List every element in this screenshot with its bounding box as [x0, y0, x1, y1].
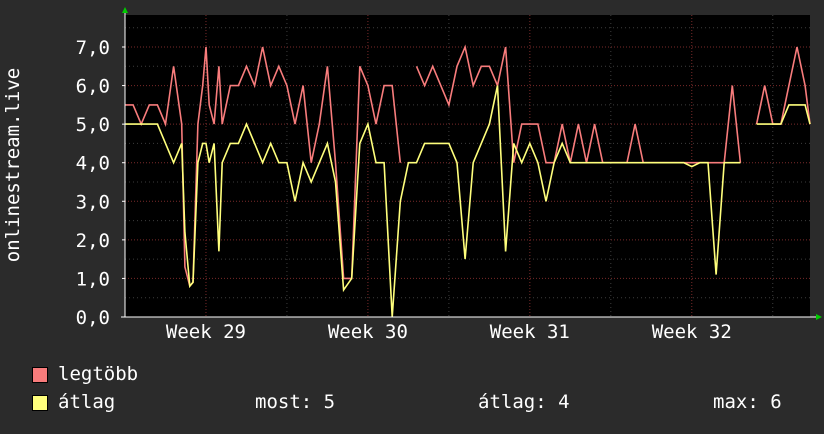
axes: 0,0 1,0 2,0 3,0 4,0 5,0 6,0 7,0 Week 29 Week 30 We… [76, 7, 822, 343]
y-tick-label: 1,0 [76, 268, 110, 290]
series-layer [125, 44, 811, 318]
y-tick-label: 4,0 [76, 153, 110, 175]
stat-average: átlag: 4 [478, 391, 570, 413]
y-tick-label: 6,0 [76, 76, 110, 98]
x-tick-label: Week 31 [490, 321, 570, 343]
plot-area [125, 15, 810, 317]
grid [124, 15, 810, 317]
y-axis-arrow-icon [122, 7, 128, 13]
stat-max: max: 6 [713, 391, 782, 413]
series-line-1 [125, 85, 811, 318]
y-tick-label: 0,0 [76, 307, 110, 329]
legend-swatch-legtobb [32, 367, 48, 383]
stat-current: most: 5 [255, 391, 336, 413]
y-tick-label: 5,0 [76, 114, 110, 136]
y-tick-label: 2,0 [76, 230, 110, 252]
x-tick-label: Week 32 [652, 321, 732, 343]
y-tick-label: 3,0 [76, 191, 110, 213]
legend-label-legtobb: legtöbb [58, 363, 139, 385]
legend-label-atlag: átlag [58, 391, 116, 413]
y-tick-label: 7,0 [76, 37, 110, 59]
x-axis-arrow-icon [816, 314, 822, 320]
x-tick-label: Week 30 [328, 321, 408, 343]
y-axis-label: onlinestream.live [2, 68, 24, 262]
series-line-0 [125, 44, 811, 288]
legend-swatch-atlag [32, 395, 48, 411]
x-tick-label: Week 29 [166, 321, 246, 343]
